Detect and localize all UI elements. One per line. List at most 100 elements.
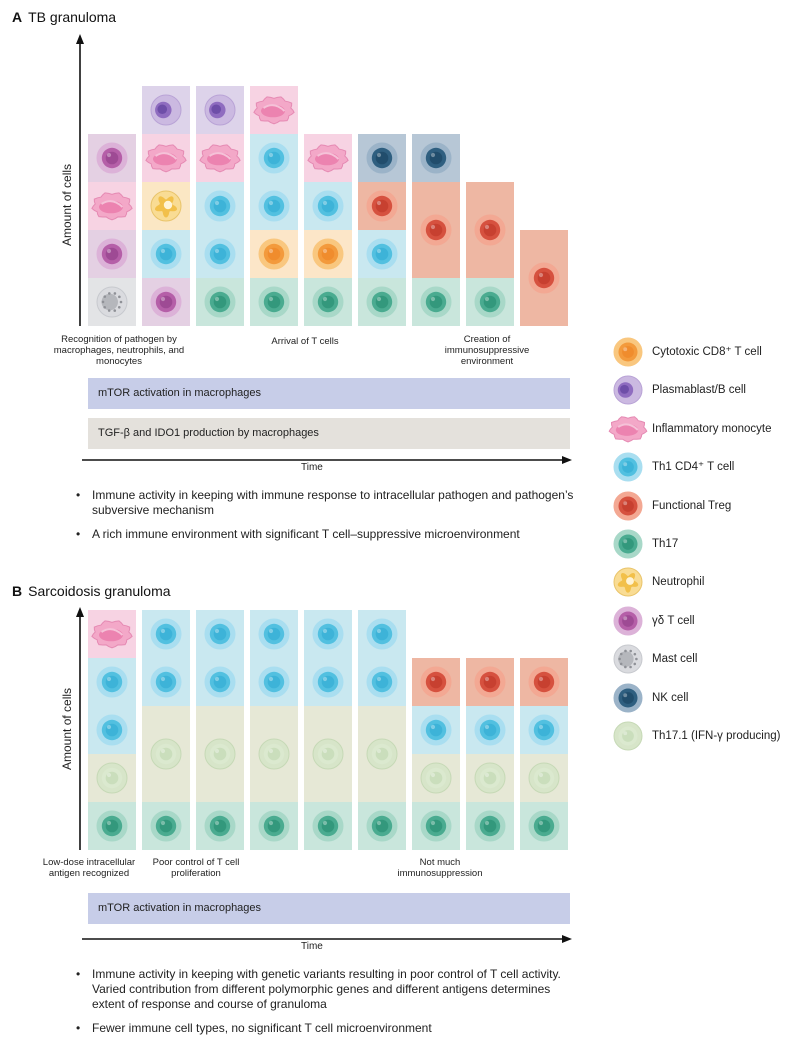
panel-b-treg-cell bbox=[420, 666, 452, 698]
panel-a-gd-cell bbox=[150, 286, 182, 318]
panel-a-nk-cell bbox=[366, 142, 398, 174]
panel-a-th1-cell bbox=[258, 142, 290, 174]
panel-a-th17-cell bbox=[258, 286, 290, 318]
panel-b-th171-cell bbox=[312, 738, 344, 770]
panel-a-th17-cell bbox=[312, 286, 344, 318]
panel-b-th171-cell bbox=[366, 738, 398, 770]
panel-a-neut-cell bbox=[150, 190, 182, 222]
panel-a-bullet-1-text: Immune activity in keeping with immune r… bbox=[92, 488, 574, 517]
legend-th171-icon bbox=[613, 721, 643, 751]
panel-a-plasma-cell bbox=[150, 94, 182, 126]
legend-swatch-treg bbox=[613, 491, 643, 521]
panel-a-column-1 bbox=[88, 134, 136, 326]
legend-treg-icon bbox=[613, 491, 643, 521]
panel-a-th17-cell bbox=[204, 286, 236, 318]
panel-b-th1-cell bbox=[204, 666, 236, 698]
legend-label-gd: γδ T cell bbox=[652, 614, 695, 627]
panel-a-caption-tcells: Arrival of T cells bbox=[271, 336, 339, 347]
panel-a-column-5 bbox=[304, 134, 352, 326]
panel-a-mast-cell bbox=[96, 286, 128, 318]
panel-b-column-6 bbox=[358, 610, 406, 850]
panel-a-nk-cell bbox=[420, 142, 452, 174]
panel-a-treg-cell bbox=[528, 262, 560, 294]
legend-nk-icon bbox=[613, 683, 643, 713]
legend-th17-icon bbox=[613, 529, 643, 559]
panel-a-column-7 bbox=[412, 134, 460, 326]
legend-swatch-th171 bbox=[613, 721, 643, 751]
panel-b-th17-cell bbox=[258, 810, 290, 842]
panel-b-title: B Sarcoidosis granuloma bbox=[12, 583, 171, 599]
panel-b-th1-cell bbox=[366, 618, 398, 650]
panel-b-mono-cell bbox=[91, 620, 133, 649]
panel-b-column-5 bbox=[304, 610, 352, 850]
panel-b-bullet-1-text: Immune activity in keeping with genetic … bbox=[92, 967, 561, 1011]
legend-label-mono: Inflammatory monocyte bbox=[652, 422, 772, 435]
legend-cd8-icon bbox=[613, 337, 643, 367]
panel-a-title: A TB granuloma bbox=[12, 9, 116, 25]
panel-a-mono-cell bbox=[253, 96, 295, 125]
panel-a-treg-cell bbox=[366, 190, 398, 222]
panel-a-time-label: Time bbox=[301, 462, 323, 473]
panel-b-th1-cell bbox=[312, 618, 344, 650]
panel-b-column-2 bbox=[142, 610, 190, 850]
legend-neut-icon bbox=[613, 567, 643, 597]
panel-b-th17-cell bbox=[312, 810, 344, 842]
panel-a-mono-cell bbox=[307, 144, 349, 173]
panel-b-letter: B bbox=[12, 583, 23, 599]
panel-a-caption-recognition: Recognition of pathogen by macrophages, … bbox=[53, 334, 185, 367]
panel-a-th17-cell bbox=[420, 286, 452, 318]
panel-b-column-3 bbox=[196, 610, 244, 850]
legend-swatch-mast bbox=[613, 644, 643, 674]
legend-label-mast: Mast cell bbox=[652, 653, 698, 666]
panel-b-treg-cell bbox=[474, 666, 506, 698]
panel-b-th17-cell bbox=[96, 810, 128, 842]
legend-th1-icon bbox=[613, 452, 643, 482]
panel-b-time-axis-arrowhead bbox=[562, 935, 572, 943]
panel-b-th171-cell bbox=[96, 762, 128, 794]
panel-b-th171-cell bbox=[150, 738, 182, 770]
panel-b-bullet-2-text: Fewer immune cell types, no significant … bbox=[92, 1021, 432, 1035]
panel-b-th171-cell bbox=[420, 762, 452, 794]
panel-b-th17-cell bbox=[474, 810, 506, 842]
panel-a-mtor-bar: mTOR activation in macrophages bbox=[88, 378, 570, 409]
legend-label-th171: Th17.1 (IFN-γ producing) bbox=[652, 730, 781, 742]
panel-b-th171-cell bbox=[528, 762, 560, 794]
panel-b-column-1 bbox=[88, 610, 136, 850]
panel-a-th1-cell bbox=[366, 238, 398, 270]
panel-b-th17-cell bbox=[420, 810, 452, 842]
panel-b-th171-cell bbox=[474, 762, 506, 794]
panel-a-treg-cell bbox=[474, 214, 506, 246]
panel-b-title-text: Sarcoidosis granuloma bbox=[28, 583, 171, 599]
panel-b-bullets: • Immune activity in keeping with genetic… bbox=[76, 967, 576, 1045]
panel-b-th1-cell bbox=[150, 618, 182, 650]
panel-b-y-axis-label: Amount of cells bbox=[60, 687, 74, 770]
legend-mono-icon bbox=[608, 416, 648, 443]
panel-b-th1-cell bbox=[528, 714, 560, 746]
panel-a-th1-cell bbox=[204, 238, 236, 270]
panel-a-time-axis-arrowhead bbox=[562, 456, 572, 464]
panel-b-th171-cell bbox=[204, 738, 236, 770]
panel-b-th17-cell bbox=[528, 810, 560, 842]
panel-b-mtor-bar: mTOR activation in macrophages bbox=[88, 893, 570, 924]
panel-b-th17-cell bbox=[204, 810, 236, 842]
panel-a-y-axis-arrowhead bbox=[76, 34, 84, 44]
panel-a-gd-cell bbox=[96, 142, 128, 174]
panel-a-bullet-2-text: A rich immune environment with significa… bbox=[92, 527, 520, 541]
panel-a-th17-cell bbox=[366, 286, 398, 318]
panel-a-th1-cell bbox=[204, 190, 236, 222]
legend-label-plasma: Plasmablast/B cell bbox=[652, 384, 746, 397]
legend-label-nk: NK cell bbox=[652, 691, 689, 704]
panel-a-mono-cell bbox=[145, 144, 187, 173]
panel-b-th1-cell bbox=[420, 714, 452, 746]
panel-b-th1-cell bbox=[258, 618, 290, 650]
panel-b-th171-cell bbox=[258, 738, 290, 770]
panel-b-th1-cell bbox=[366, 666, 398, 698]
legend-swatch-nk bbox=[613, 683, 643, 713]
panel-b-th1-cell bbox=[474, 714, 506, 746]
legend-swatch-gd bbox=[613, 606, 643, 636]
panel-b-caption-poor-control: Poor control of T cell proliferation bbox=[152, 857, 240, 879]
panel-a-treg-cell bbox=[420, 214, 452, 246]
panel-b-th1-cell bbox=[204, 618, 236, 650]
panel-b-th1-cell bbox=[96, 666, 128, 698]
